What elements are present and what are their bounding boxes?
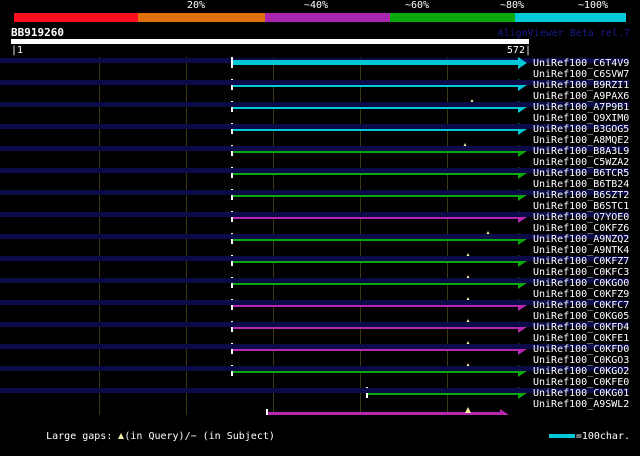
alignment-hit-label[interactable]: UniRef100_C0KFE1	[533, 333, 630, 344]
alignment-hit-label[interactable]: UniRef100_C0KFC3	[533, 267, 630, 278]
alignment-arrowhead	[500, 409, 509, 415]
alignment-arrowhead	[518, 101, 527, 113]
alignment-bar[interactable]	[268, 412, 500, 415]
alignment-hit-label[interactable]: UniRef100_B3GOG5	[533, 124, 630, 135]
row-stripe	[0, 102, 629, 107]
row-stripe	[0, 146, 629, 151]
row-stripe	[0, 300, 629, 305]
alignment-hit-label[interactable]: UniRef100_Q9XIM0	[533, 113, 630, 124]
alignment-hit-label[interactable]: UniRef100_C0KGO0	[533, 278, 630, 289]
row-stripe	[0, 366, 629, 371]
legend-segment-identity-60	[265, 13, 390, 22]
alignment-hit-label[interactable]: UniRef100_C0KG01	[533, 388, 630, 399]
alignment-hit-label[interactable]: UniRef100_A8MQE2	[533, 135, 630, 146]
scale-legend-label: =100char.	[575, 431, 630, 442]
alignment-hit-label[interactable]: UniRef100_B6TCR5	[533, 168, 630, 179]
alignment-hit-label[interactable]: UniRef100_C0KGO3	[533, 355, 630, 366]
alignment-hit-label[interactable]: UniRef100_B6TB24	[533, 179, 630, 190]
row-stripe	[0, 80, 629, 85]
alignment-hit-label[interactable]: UniRef100_A9NZQ2	[533, 234, 630, 245]
legend-segment-identity-20	[14, 13, 138, 22]
row-stripe	[0, 388, 629, 393]
ruler-end-label: 572|	[506, 45, 531, 56]
sequence-ruler: |1 572|	[0, 44, 640, 57]
identity-scale-label: ~100%	[577, 0, 609, 11]
identity-scale-label: ~60%	[404, 0, 430, 11]
footer-legend: Large gaps: (in Query)/− (in Subject) =1…	[0, 415, 640, 442]
row-stripe	[0, 278, 629, 283]
alignment-arrowhead	[518, 211, 527, 223]
row-stripe	[0, 322, 629, 327]
alignment-hit-label[interactable]: UniRef100_B8A3L9	[533, 146, 630, 157]
alignment-hit-label[interactable]: UniRef100_A9PAX6	[533, 91, 630, 102]
alignment-arrowhead	[518, 123, 527, 135]
alignviewer-window: 20% ~40% ~60% ~80% ~100% BB919260 AlignViewe…	[0, 0, 640, 442]
alignment-hit-label[interactable]: UniRef100_C0KFZ9	[533, 289, 630, 300]
alignment-hit-label[interactable]: UniRef100_C0KFZ7	[533, 256, 630, 267]
alignment-hit-label[interactable]: UniRef100_C0KFC7	[533, 300, 630, 311]
alignment-hit-label[interactable]: UniRef100_Q7YOE0	[533, 212, 630, 223]
alignment-arrowhead	[518, 79, 527, 91]
scale-legend: =100char.	[513, 417, 630, 456]
alignment-start-cap	[231, 57, 233, 68]
query-gap-marker	[465, 407, 471, 413]
alignment-arrowhead	[518, 321, 527, 333]
identity-scale-label: 20%	[186, 0, 206, 11]
large-gap-legend: Large gaps: (in Query)/− (in Subject)	[10, 417, 275, 456]
alignment-hit-label[interactable]: UniRef100_A9SWL2	[533, 399, 630, 410]
alignment-hit-label[interactable]: UniRef100_B6SZT2	[533, 190, 630, 201]
alignment-hit-label[interactable]: UniRef100_C0KGO2	[533, 366, 630, 377]
alignment-arrowhead	[518, 299, 527, 311]
identity-legend-bar	[14, 13, 626, 22]
alignment-hit-label[interactable]: UniRef100_C0KFE0	[533, 377, 630, 388]
query-sequence-name: BB919260	[11, 26, 64, 39]
alignment-hit-label[interactable]: UniRef100_B9RZI1	[533, 80, 630, 91]
gap-legend-suffix: (in Query)/− (in Subject)	[124, 431, 275, 442]
app-version-label: AlignViewer Beta rel.7	[497, 28, 630, 39]
alignment-hit-label[interactable]: UniRef100_B6STC1	[533, 201, 630, 212]
identity-scale-labels: 20% ~40% ~60% ~80% ~100%	[0, 0, 640, 12]
alignment-hit-label[interactable]: UniRef100_C0KFD0	[533, 344, 630, 355]
row-stripe	[0, 124, 629, 129]
alignment-hit-label[interactable]: UniRef100_C0KFZ6	[533, 223, 630, 234]
alignment-start-cap	[266, 409, 268, 415]
alignment-hit-label[interactable]: UniRef100_A7P9B1	[533, 102, 630, 113]
alignment-arrowhead	[518, 387, 527, 399]
alignment-hit-label[interactable]: UniRef100_C0KFD4	[533, 322, 630, 333]
row-stripe	[0, 234, 629, 239]
alignment-hit-label[interactable]: UniRef100_C6T4V9	[533, 58, 630, 69]
alignment-arrowhead	[518, 233, 527, 245]
alignment-arrowhead	[518, 145, 527, 157]
alignment-plot[interactable]: UniRef100_C6T4V9 UniRef100_C6SVW7 UniRef10…	[0, 57, 640, 415]
identity-scale-label: ~80%	[499, 0, 525, 11]
row-stripe	[0, 190, 629, 195]
alignment-hit-label[interactable]: UniRef100_C5WZA2	[533, 157, 630, 168]
identity-scale-label: ~40%	[303, 0, 329, 11]
legend-segment-identity-40	[138, 13, 265, 22]
alignment-arrowhead	[518, 365, 527, 377]
query-sequence-bar	[11, 39, 529, 44]
alignment-hit-label[interactable]: UniRef100_C6SVW7	[533, 69, 630, 80]
alignment-arrowhead	[518, 255, 527, 267]
alignment-bar[interactable]	[233, 60, 518, 65]
row-stripe	[0, 168, 629, 173]
alignment-arrowhead	[518, 343, 527, 355]
row-stripe	[0, 256, 629, 261]
alignment-hit-label[interactable]: UniRef100_A9NTK4	[533, 245, 630, 256]
gap-legend-prefix: Large gaps:	[46, 431, 119, 442]
alignment-hit-label[interactable]: UniRef100_C0KG05	[533, 311, 630, 322]
ruler-start-label: |1	[11, 45, 24, 56]
alignment-arrowhead	[518, 167, 527, 179]
alignment-arrowhead	[518, 189, 527, 201]
row-stripe	[0, 344, 629, 349]
legend-segment-identity-100	[515, 13, 626, 22]
scale-bar-icon	[548, 434, 575, 438]
alignment-arrowhead	[518, 277, 527, 289]
alignment-arrowhead	[518, 57, 527, 69]
row-stripe	[0, 212, 629, 217]
legend-segment-identity-80	[390, 13, 515, 22]
